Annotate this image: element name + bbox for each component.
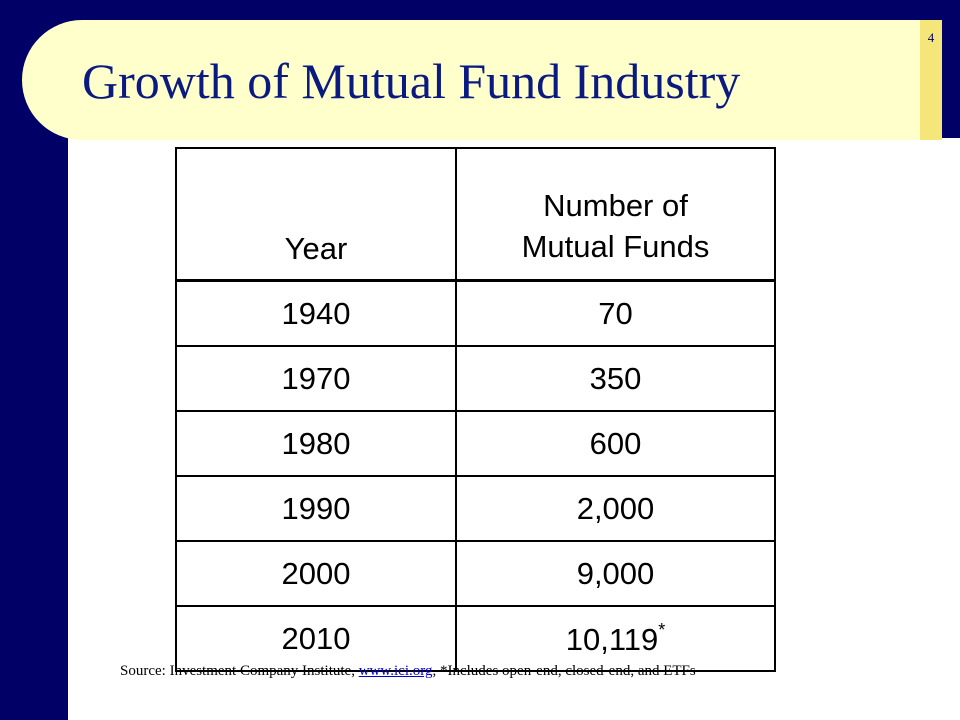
source-link[interactable]: www.ici.org	[358, 663, 433, 679]
count-cell: 70	[455, 279, 776, 347]
year-cell: 1990	[175, 475, 457, 542]
source-prefix: Source: Investment Company Institute,	[120, 663, 359, 679]
table-row: 2010 10,119*	[175, 605, 776, 672]
count-cell: 10,119*	[455, 605, 776, 672]
count-header-line1: Number of	[543, 188, 688, 224]
source-suffix: , *Includes open-end, closed-end, and ET…	[432, 663, 696, 679]
year-cell: 2010	[175, 605, 457, 672]
count-cell: 9,000	[455, 540, 776, 607]
slide-title: Growth of Mutual Fund Industry	[82, 53, 741, 109]
source-footnote: Source: Investment Company Institute, ww…	[120, 663, 696, 680]
table-row: 1940 70	[175, 279, 776, 347]
count-column-header: Number of Mutual Funds	[455, 147, 776, 282]
mutual-fund-table-container: Year Number of Mutual Funds 1940 70 1970…	[175, 147, 776, 672]
table-row: 1970 350	[175, 345, 776, 412]
table-row: 1990 2,000	[175, 475, 776, 542]
year-cell: 1980	[175, 410, 457, 477]
mutual-fund-table: Year Number of Mutual Funds 1940 70 1970…	[175, 147, 776, 672]
year-cell: 1970	[175, 345, 457, 412]
table-header-row: Year Number of Mutual Funds	[175, 147, 776, 282]
table-row: 1980 600	[175, 410, 776, 477]
footnote-marker: *	[658, 619, 666, 640]
count-cell: 350	[455, 345, 776, 412]
count-cell: 600	[455, 410, 776, 477]
year-cell: 2000	[175, 540, 457, 607]
count-value: 10,119	[565, 621, 659, 657]
count-cell: 2,000	[455, 475, 776, 542]
count-header-line2: Mutual Funds	[521, 228, 710, 264]
year-cell: 1940	[175, 279, 457, 347]
year-column-header: Year	[175, 147, 457, 282]
page-number: 4	[927, 30, 935, 45]
table-row: 2000 9,000	[175, 540, 776, 607]
title-band	[22, 20, 942, 140]
